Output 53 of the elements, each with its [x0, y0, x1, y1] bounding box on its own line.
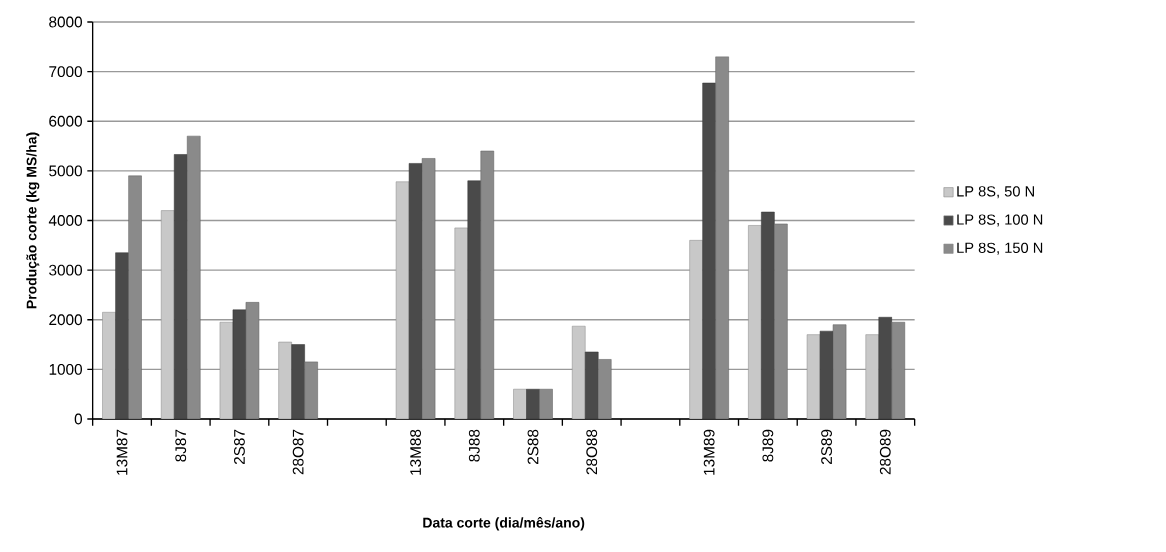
x-tick-label: 8J88 — [468, 429, 480, 462]
bar — [467, 180, 482, 419]
y-tick-label: 4000 — [48, 215, 82, 226]
x-tick-label: 2S87 — [234, 429, 245, 465]
x-tick-label: 28O87 — [292, 429, 304, 475]
bar — [128, 175, 142, 419]
bar — [715, 56, 729, 419]
bar — [173, 154, 188, 419]
bar — [513, 388, 527, 419]
y-tick-label: 1000 — [49, 363, 82, 375]
x-tick-label: 13M88 — [410, 429, 422, 475]
bar — [186, 135, 201, 419]
x-axis-title: Data corte (dia/mês/ano) — [423, 517, 585, 531]
bar — [454, 227, 469, 419]
bar — [702, 82, 716, 419]
bar — [774, 223, 788, 419]
legend-label: LP 8S, 50 N — [957, 186, 1034, 199]
y-tick-label: 5000 — [49, 165, 82, 177]
y-tick-label: 0 — [74, 413, 83, 425]
bar — [806, 334, 821, 419]
bar — [878, 316, 893, 419]
bar — [291, 344, 305, 419]
x-tick-label: 13M89 — [703, 429, 715, 475]
legend-label: LP 8S, 150 N — [957, 242, 1043, 255]
y-tick-label: 6000 — [49, 115, 82, 127]
bar — [160, 210, 175, 419]
bar — [891, 321, 906, 419]
legend-label: LP 8S, 100 N — [957, 214, 1043, 227]
y-tick-label: 8000 — [49, 16, 82, 28]
x-tick-label: 13M87 — [116, 429, 128, 475]
x-tick-label: 28O88 — [586, 429, 598, 475]
x-tick-label: 8J87 — [175, 429, 187, 462]
bar — [748, 225, 762, 419]
bar — [395, 181, 410, 419]
bar — [480, 150, 495, 419]
bar — [102, 312, 116, 419]
y-tick-label: 7000 — [49, 66, 82, 78]
bar — [689, 240, 703, 419]
bar — [219, 321, 234, 419]
y-axis-title: Produção corte (kg MS/ha) — [26, 132, 40, 309]
y-tick-label: 2000 — [49, 314, 82, 326]
bar — [865, 334, 880, 419]
bar — [597, 359, 612, 419]
x-tick-label: 8J89 — [762, 429, 774, 462]
bar — [571, 325, 586, 419]
x-tick-label: 28O89 — [879, 429, 891, 475]
bar — [115, 252, 129, 419]
y-tick-label: 3000 — [49, 264, 82, 276]
bar — [584, 351, 599, 419]
bar — [761, 211, 775, 419]
x-tick-label: 2S88 — [527, 429, 539, 465]
x-tick-label: 2S89 — [821, 429, 832, 465]
bar — [278, 341, 292, 419]
